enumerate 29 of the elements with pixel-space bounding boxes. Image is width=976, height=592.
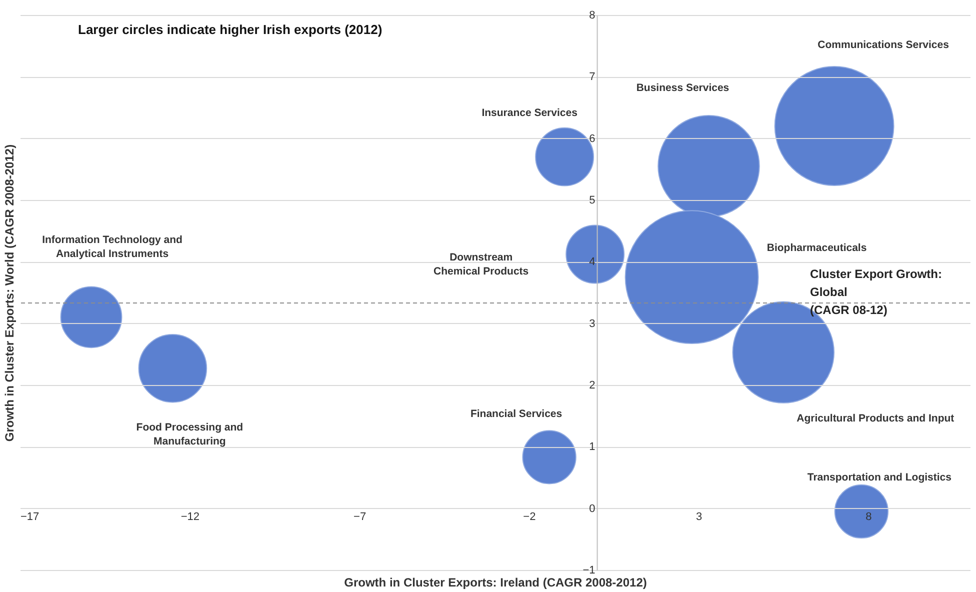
y-axis-title: Growth in Cluster Exports: World (CAGR 2008-2012)	[2, 144, 16, 442]
y-tick-label: 1	[589, 441, 596, 454]
ref-line-label: Cluster Export Growth: Global (CAGR 08-12)	[810, 266, 942, 317]
annotation: Information Technology and Analytical Instruments	[42, 234, 182, 260]
annotation: Business Services	[636, 82, 730, 94]
y-tick-label: 8	[589, 10, 596, 22]
annotation: Biopharmaceuticals	[766, 242, 867, 254]
annotation: Financial Services	[470, 408, 562, 420]
y-tick-label: 3	[589, 318, 596, 330]
annotation: Larger circles indicate higher Irish exports (2012)	[78, 22, 382, 37]
x-tick-label: −2	[523, 510, 536, 523]
y-tick-label: 7	[589, 71, 596, 84]
x-tick-label: −17	[20, 510, 40, 523]
x-tick-label: −7	[354, 510, 366, 523]
x-tick-label: 3	[696, 510, 702, 523]
x-tick-label: 8	[866, 510, 872, 523]
y-tick-label: 0	[589, 502, 596, 515]
annotation: Transportation and Logistics	[807, 471, 952, 484]
annotation: Agricultural Products and Input	[796, 412, 955, 424]
y-tick-label: 5	[589, 194, 596, 206]
y-tick-label: 6	[589, 132, 596, 145]
y-tick-label: 2	[589, 380, 596, 392]
x-axis-title: Growth in Cluster Exports: Ireland (CAGR 2008-2012)	[344, 576, 647, 590]
annotation: Insurance Services	[482, 106, 578, 119]
x-tick-label: −12	[180, 510, 200, 523]
annotation: Communications Services	[818, 39, 950, 51]
y-tick-label: −1	[582, 564, 596, 576]
annotation: Food Processing and Manufacturing	[136, 421, 244, 448]
annotation: Downstream Chemical Products	[434, 251, 529, 278]
